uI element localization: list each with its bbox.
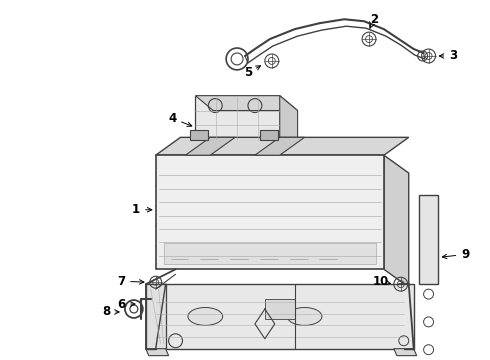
Bar — [265, 299, 294, 319]
Text: 10: 10 — [373, 275, 389, 288]
Bar — [418, 195, 439, 284]
Bar — [164, 243, 376, 264]
Polygon shape — [255, 137, 305, 155]
Polygon shape — [394, 349, 416, 356]
Polygon shape — [156, 137, 409, 155]
Text: 1: 1 — [132, 203, 140, 216]
Text: 2: 2 — [370, 13, 378, 26]
Polygon shape — [384, 155, 409, 287]
Bar — [156, 155, 384, 269]
Ellipse shape — [188, 307, 222, 325]
Bar — [260, 130, 278, 140]
Text: 3: 3 — [449, 49, 458, 63]
Text: 6: 6 — [117, 297, 125, 311]
Bar — [146, 284, 414, 349]
Polygon shape — [146, 284, 166, 349]
Polygon shape — [146, 349, 169, 356]
Bar — [191, 130, 208, 140]
Bar — [196, 96, 280, 140]
Polygon shape — [280, 96, 297, 155]
Text: 5: 5 — [244, 66, 252, 79]
Text: 8: 8 — [102, 306, 110, 319]
Polygon shape — [185, 137, 235, 155]
Text: 9: 9 — [461, 248, 469, 261]
Text: 4: 4 — [169, 112, 177, 125]
Text: 7: 7 — [117, 275, 125, 288]
Polygon shape — [196, 96, 297, 111]
Ellipse shape — [287, 307, 322, 325]
